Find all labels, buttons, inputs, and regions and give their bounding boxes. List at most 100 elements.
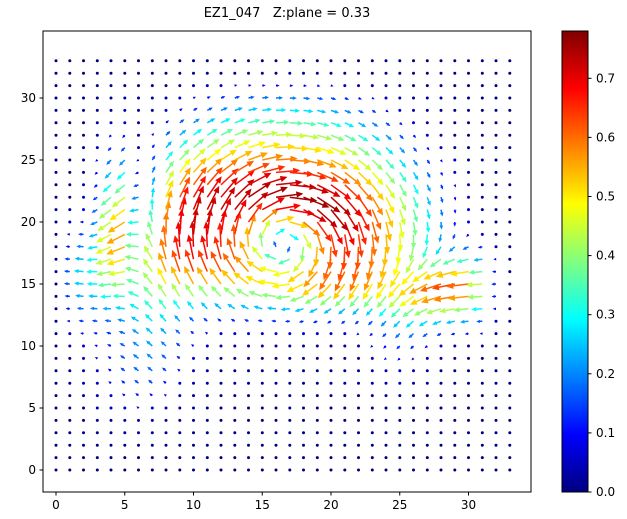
vector-arrow-shaft: [440, 270, 455, 277]
vector-arrow-shaft: [417, 308, 428, 315]
zero-vector-dot: [247, 456, 250, 460]
zero-vector-dot: [68, 381, 72, 385]
vector-arrow-shaft: [315, 246, 319, 262]
zero-vector-dot: [302, 344, 305, 348]
zero-vector-dot: [178, 418, 182, 422]
zero-vector-dot: [205, 84, 209, 88]
zero-vector-dot: [205, 381, 209, 385]
vector-arrow-shaft: [454, 270, 469, 275]
zero-vector-dot: [233, 356, 237, 360]
zero-vector-dot: [398, 96, 402, 100]
vector-arrow-head: [66, 233, 70, 236]
zero-vector-dot: [302, 406, 305, 410]
vector-arrow-shaft: [145, 248, 153, 260]
zero-vector-dot: [302, 431, 305, 435]
zero-vector-dot: [68, 456, 72, 460]
vector-arrow-shaft: [192, 200, 200, 223]
zero-vector-dot: [439, 431, 443, 435]
zero-vector-dot: [412, 431, 415, 435]
zero-vector-dot: [315, 394, 319, 398]
zero-vector-dot: [425, 406, 429, 410]
vector-arrow-head: [94, 357, 98, 360]
vector-arrow-head: [432, 321, 438, 325]
zero-vector-dot: [247, 418, 250, 422]
zero-vector-dot: [95, 108, 99, 112]
zero-vector-dot: [233, 431, 237, 435]
vector-arrow-head: [466, 233, 470, 238]
zero-vector-dot: [54, 468, 58, 472]
vector-arrow-shaft: [179, 190, 188, 210]
vector-arrow-shaft: [399, 209, 405, 222]
vector-arrow-head: [116, 174, 122, 180]
zero-vector-dot: [247, 468, 250, 472]
vector-arrow-head: [349, 301, 356, 308]
vector-arrow-shaft: [219, 227, 222, 247]
zero-vector-dot: [357, 468, 360, 472]
vector-arrow-head: [287, 248, 291, 253]
zero-vector-dot: [439, 108, 443, 112]
vector-arrow-shaft: [248, 142, 262, 149]
zero-vector-dot: [508, 59, 512, 63]
zero-vector-dot: [412, 418, 415, 422]
zero-vector-dot: [150, 71, 154, 75]
zero-vector-dot: [247, 394, 250, 398]
vector-arrow-head: [258, 266, 266, 273]
vector-arrow-head: [395, 257, 402, 265]
vector-arrow-head: [240, 199, 247, 207]
zero-vector-dot: [343, 431, 347, 435]
x-tick-label: 30: [461, 498, 476, 512]
vector-arrow-head: [129, 208, 134, 213]
zero-vector-dot: [274, 394, 278, 398]
zero-vector-dot: [467, 356, 470, 360]
vector-arrow-shaft: [191, 225, 195, 247]
vector-arrow-head: [402, 311, 409, 318]
vector-arrow-head: [439, 212, 444, 217]
zero-vector-dot: [109, 84, 113, 88]
vector-arrow-head: [78, 232, 82, 236]
vector-arrow-head: [446, 282, 454, 289]
vector-arrow-shaft: [303, 196, 326, 207]
vector-arrow-head: [412, 134, 417, 138]
zero-vector-dot: [82, 170, 85, 174]
vector-arrow-head: [405, 266, 412, 274]
vector-arrow-shaft: [391, 271, 401, 284]
vector-arrow-head: [144, 300, 150, 306]
zero-vector-dot: [260, 332, 264, 336]
zero-vector-dot: [150, 406, 154, 410]
vector-arrow-head: [405, 323, 411, 328]
vector-arrow-head: [309, 183, 317, 190]
zero-vector-dot: [370, 443, 374, 447]
zero-vector-dot: [288, 356, 292, 360]
vector-arrow-head: [303, 280, 311, 288]
vector-arrow-shaft: [226, 289, 236, 297]
vector-arrow-head: [362, 292, 369, 300]
vector-arrow-head: [342, 177, 351, 184]
vector-arrow-head: [256, 130, 264, 136]
zero-vector-dot: [178, 443, 182, 447]
vector-arrow-shaft: [234, 172, 252, 186]
zero-vector-dot: [205, 468, 209, 472]
vector-arrow-head: [352, 310, 357, 316]
zero-vector-dot: [494, 418, 498, 422]
vector-arrow-head: [354, 193, 362, 201]
vector-arrow-shaft: [262, 132, 275, 136]
zero-vector-dot: [68, 369, 72, 373]
vector-arrow-head: [129, 303, 135, 308]
vector-arrow-head: [426, 147, 430, 151]
zero-vector-dot: [425, 369, 429, 373]
vector-arrow-head: [136, 406, 140, 410]
vector-arrow-head: [106, 259, 115, 266]
vector-arrow-head: [409, 298, 418, 305]
vector-arrow-head: [433, 295, 441, 303]
vector-arrow-shaft: [330, 159, 345, 168]
vector-arrow-head: [95, 259, 103, 265]
zero-vector-dot: [494, 108, 498, 112]
zero-vector-dot: [480, 356, 484, 360]
zero-vector-dot: [192, 443, 195, 447]
zero-vector-dot: [54, 183, 58, 187]
vector-arrow-head: [238, 107, 243, 111]
axes-frame: [42, 30, 532, 493]
vector-arrow-head: [408, 334, 413, 339]
vector-arrow-head: [371, 96, 375, 100]
zero-vector-dot: [150, 59, 154, 63]
